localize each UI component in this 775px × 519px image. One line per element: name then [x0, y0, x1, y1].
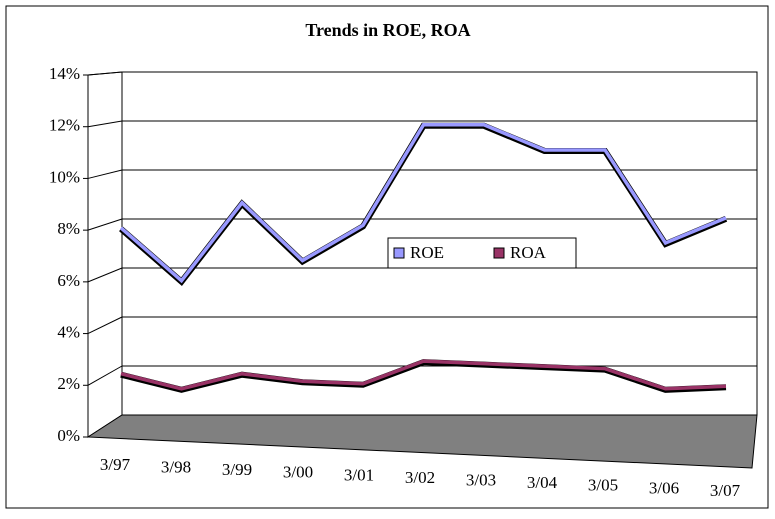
x-tick-label: 3/01 [344, 465, 374, 484]
x-tick-label: 3/97 [100, 455, 131, 474]
x-tick-label: 3/04 [527, 473, 558, 492]
grid-line [87, 120, 123, 128]
grid-line [87, 365, 123, 386]
grid-line [87, 71, 123, 76]
grid-line [87, 218, 123, 231]
y-tick-label: 8% [57, 219, 80, 238]
grid-line [87, 267, 123, 283]
x-tick-label: 3/02 [405, 468, 435, 487]
y-tick-label: 10% [49, 167, 80, 186]
x-tick-label: 3/99 [222, 460, 252, 479]
legend-label: ROA [510, 243, 547, 262]
legend-swatch [493, 247, 505, 259]
chart-title: Trends in ROE, ROA [305, 20, 470, 40]
x-tick-label: 3/03 [466, 471, 496, 490]
y-tick-label: 0% [57, 426, 80, 445]
floor [86, 414, 758, 469]
y-tick-label: 4% [57, 322, 80, 341]
x-tick-label: 3/06 [649, 478, 679, 497]
y-tick-label: 6% [57, 271, 80, 290]
grid-line [87, 316, 123, 335]
legend-box [387, 237, 577, 269]
series-line [119, 123, 727, 284]
x-tick-label: 3/98 [161, 458, 191, 477]
x-tick-label: 3/05 [588, 476, 618, 495]
grid-line [87, 169, 123, 179]
x-tick-label: 3/07 [710, 481, 741, 500]
y-tick-label: 14% [49, 64, 80, 83]
y-tick-label: 12% [49, 116, 80, 135]
series-line [120, 359, 727, 391]
x-tick-label: 3/00 [283, 463, 313, 482]
y-tick-label: 2% [57, 374, 80, 393]
legend-label: ROE [410, 243, 444, 262]
legend-swatch [393, 247, 405, 259]
